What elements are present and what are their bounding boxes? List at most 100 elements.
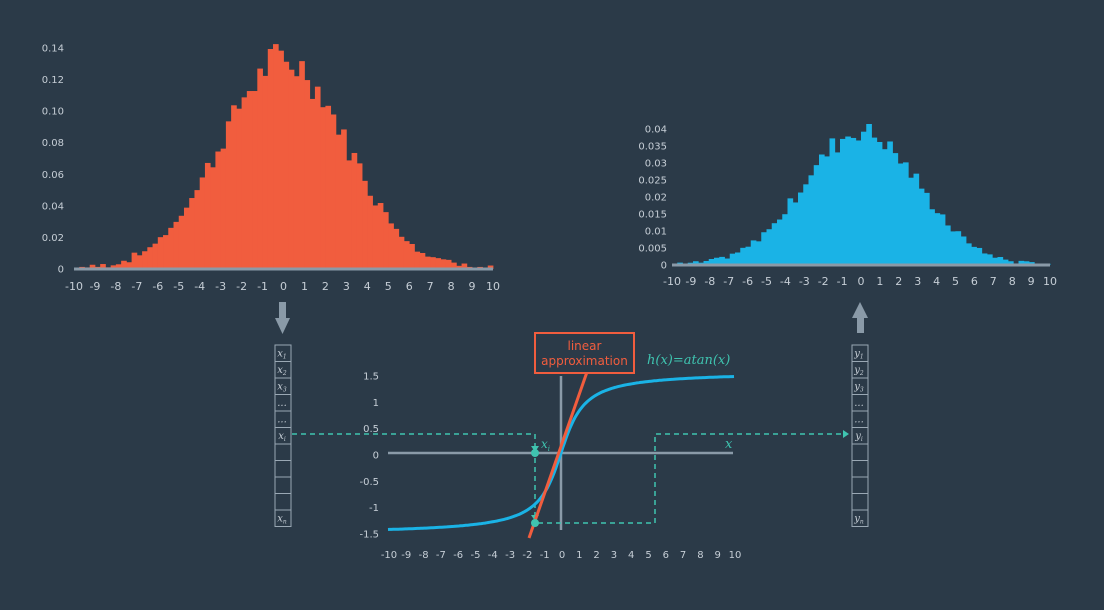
x-tick-label: 3 [343,280,350,293]
y-tick-label: 0.01 [645,227,667,238]
histogram-bar [861,131,867,265]
y-tick-label: 0.10 [42,107,64,118]
vector-cell-label: x1 [277,349,286,361]
y-tick-label: 0.06 [42,170,64,181]
x-tick-label: 0 [559,550,565,561]
x-tick-label: 9 [1028,275,1035,288]
x-tick-label: 3 [611,550,617,561]
histogram-bar [163,235,169,269]
histogram-bar [850,137,857,265]
histogram-bar [430,257,436,269]
histogram-bar [834,152,841,265]
histogram-bar [440,259,447,269]
y-tick-label: 0.14 [42,44,64,55]
histogram-bar [157,237,164,269]
vector-cell-label: ... [277,415,287,426]
histogram-bar [414,251,421,269]
histogram-bar [971,246,977,265]
input-histogram-y-ticks: 0 0.02 0.04 0.06 0.08 0.10 0.12 0.14 [42,44,64,276]
vector-cell [274,476,292,494]
x-tick-label: -6 [742,275,753,288]
histogram-bar [782,214,788,265]
arrowhead-icon [843,430,849,438]
y-tick-label: 0.015 [638,210,667,221]
histogram-bar [918,188,925,265]
histogram-bar [293,76,300,269]
histogram-bar [419,252,426,269]
x-tick-label: -4 [780,275,791,288]
x-tick-label: -8 [704,275,715,288]
histogram-bar [168,227,174,269]
x-tick-label: -10 [65,280,83,293]
x-axis-label: x [725,437,733,452]
x-tick-label: -6 [453,550,463,561]
mapping-dashed-paths [292,433,843,524]
histogram-bar [288,69,295,269]
y-tick-label: 0.5 [363,424,379,435]
histogram-bar [424,256,431,269]
linear-approximation-box: linear approximation [534,332,635,374]
vector-cell-label: xn [277,514,287,526]
x-tick-label: 0 [280,280,287,293]
arrow-up-icon [852,302,868,333]
transfer-plot: -10 -9 -8 -7 -6 -5 -4 -3 -2 -1 0 1 2 3 4 5 6 7 8 9 10 1.510.… [292,332,849,561]
curve-to-output-path [538,433,843,524]
arrow-down-icon [275,302,290,334]
vector-cell-label: ... [277,398,287,409]
histogram-bar [1018,260,1025,265]
histogram-bar [908,177,914,265]
x-tick-label: 6 [663,550,669,561]
histogram-bar [703,260,710,265]
vector-cell-label: ... [854,398,864,409]
histogram-bar [997,257,1004,265]
histogram-bar [314,86,321,270]
x-tick-label: -2 [522,550,532,561]
vector-cell-label: y2 [853,365,864,377]
histogram-bar [777,219,783,265]
histogram-bar [934,213,941,265]
x-tick-label: -7 [131,280,142,293]
y-tick-label: 0 [373,451,379,462]
histogram-bar [824,156,830,265]
vector-cell-label: yn [853,514,864,526]
y-tick-label: 0.035 [638,142,667,153]
input-histogram-x-ticks: -10 -9 -8 -7 -6 -5 -4 -3 -2 -1 0 1 2 3 4 5 6 7 8 9 10 [65,280,500,293]
x-tick-label: 5 [952,275,959,288]
y-tick-label: -1 [369,503,379,514]
vector-cell [851,443,869,461]
histogram-bar [435,258,442,269]
x-tick-label: 8 [1009,275,1016,288]
transfer-y-ticks: 1.5 1 0.5 0 -0.5 -1 -1.5 [359,372,379,541]
histogram-bar [729,253,736,265]
histogram-bar [960,236,967,265]
histogram-bar [745,246,752,265]
x-tick-label: 5 [385,280,392,293]
histogram-bar [252,91,258,270]
histogram-bar [798,192,804,265]
x-tick-label: -2 [818,275,829,288]
y-tick-label: 0.12 [42,75,64,86]
x-tick-label: 9 [469,280,476,293]
output-vector: y1 y2 y3...... yi yn [851,344,869,527]
x-tick-label: -3 [215,280,226,293]
output-histogram-y-ticks: 0 0.005 0.01 0.015 0.02 0.025 0.03 0.035 0.04 [638,125,667,272]
x-tick-label: 6 [971,275,978,288]
x-tick-label: 5 [645,550,651,561]
histogram-bar [136,255,143,269]
x-tick-label: -1 [540,550,550,561]
histogram-bar [377,203,384,269]
histogram-bar [451,262,457,269]
histogram-bar [241,97,248,270]
histogram-bar [803,184,809,265]
histogram-bar [372,205,379,269]
x-tick-label: 7 [427,280,434,293]
histogram-bar [283,61,290,269]
histogram-bar [341,129,347,269]
histogram-bar [892,153,899,265]
x-tick-label: -7 [436,550,446,561]
histogram-bar [393,228,400,269]
y-tick-label: 1 [373,398,379,409]
histogram-bar [110,265,117,269]
histogram-bar [330,114,337,269]
input-histogram: -10 -9 -8 -7 -6 -5 -4 -3 -2 -1 0 1 2 3 4 5 6 7 8 9 10 00.020… [42,44,500,294]
